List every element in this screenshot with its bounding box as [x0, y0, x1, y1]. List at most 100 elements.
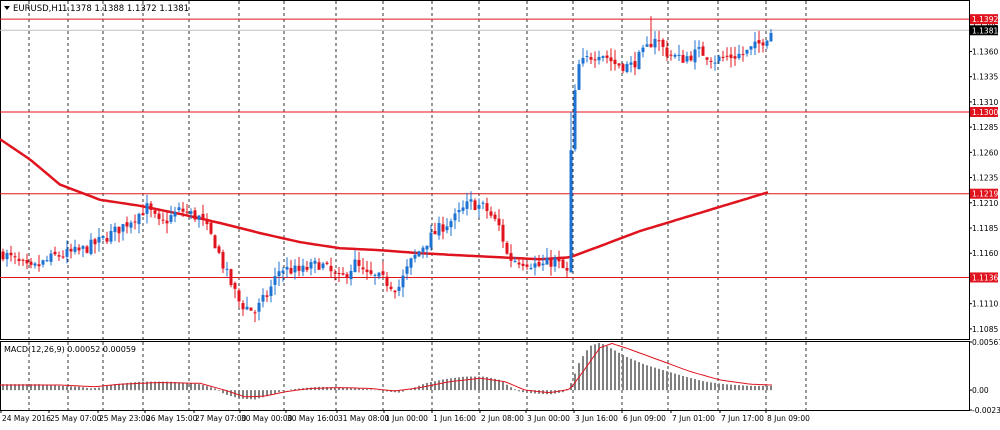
- candle-body: [405, 266, 409, 274]
- candle-body: [209, 222, 213, 234]
- candle-body: [609, 57, 613, 62]
- candle-body: [625, 63, 629, 73]
- candle-body: [33, 263, 37, 266]
- candle-body: [677, 54, 681, 56]
- candle-body: [257, 302, 261, 312]
- candle-body: [277, 271, 281, 277]
- candle-body: [441, 224, 445, 232]
- candle-body: [585, 56, 589, 58]
- candle-body: [17, 258, 21, 262]
- price-panel[interactable]: 1.10851.11101.11351.11601.11851.12101.12…: [0, 0, 998, 340]
- candle-body: [325, 262, 329, 264]
- candle-body: [133, 221, 137, 223]
- candle-body: [517, 262, 521, 265]
- candle-body: [425, 245, 429, 250]
- macd-panel[interactable]: 0.00567 0.00 -0.00234 MACD(12,26,9) 0.0005…: [0, 338, 1000, 415]
- candle-body: [681, 54, 685, 63]
- candle-body: [629, 62, 633, 65]
- candle-body: [193, 210, 197, 220]
- triangle-down-icon[interactable]: [4, 6, 10, 10]
- candle-body: [505, 242, 509, 254]
- candle-body: [557, 258, 561, 262]
- candle-body: [761, 42, 765, 46]
- candle-body: [469, 199, 473, 202]
- price-tick-label: 1.1085: [972, 325, 998, 334]
- price-tag-label: 1.1300: [972, 108, 998, 117]
- candle-body: [589, 57, 593, 60]
- candle-body: [385, 276, 389, 287]
- time-tick-label: 31 May 08:00: [338, 414, 390, 423]
- candle-body: [125, 222, 129, 227]
- candle-body: [113, 226, 117, 233]
- candle-body: [769, 32, 773, 42]
- candle-body: [393, 290, 397, 293]
- candle-body: [737, 53, 741, 59]
- price-tag-box: [970, 14, 998, 25]
- price-tag-label: 1.1136: [972, 273, 998, 282]
- candle-body: [97, 236, 101, 243]
- macd-axis[interactable]: 0.00567 0.00 -0.00234: [969, 338, 1000, 415]
- candle-body: [221, 252, 225, 269]
- candle-body: [41, 260, 45, 265]
- candle-body: [341, 273, 345, 275]
- candle-body: [293, 265, 297, 273]
- candle-body: [241, 303, 245, 310]
- candle-body: [717, 56, 721, 62]
- candle-body: [173, 211, 177, 217]
- candle-body: [237, 290, 241, 302]
- price-tick-label: 1.1235: [972, 174, 998, 183]
- price-tick-label: 1.1310: [972, 98, 998, 107]
- horizontal-lines[interactable]: [0, 18, 969, 278]
- time-tick-label: 3 Jun 00:00: [527, 414, 570, 423]
- price-tick-label: 1.1185: [972, 224, 998, 233]
- candle-body: [529, 267, 533, 269]
- candle-body: [753, 41, 757, 49]
- candle-body: [605, 55, 609, 58]
- candle-body: [301, 265, 305, 272]
- candlesticks: [1, 16, 773, 323]
- candle-body: [77, 247, 81, 251]
- candle-body: [413, 254, 417, 259]
- candle-body: [333, 272, 337, 274]
- time-tick-label: 26 May 15:00: [146, 414, 198, 423]
- time-tick-label: 6 Jun 09:00: [623, 414, 666, 423]
- candle-body: [417, 251, 421, 257]
- macd-tick-label: 0.00567: [972, 338, 1000, 347]
- candle-body: [177, 207, 181, 211]
- candle-body: [633, 61, 637, 68]
- candle-body: [233, 283, 237, 289]
- time-tick-label: 1 Jun 16:00: [433, 414, 476, 423]
- candle-body: [733, 56, 737, 59]
- candle-body: [709, 60, 713, 62]
- candle-body: [521, 263, 525, 266]
- candle-body: [389, 286, 393, 289]
- candle-body: [461, 207, 465, 211]
- candle-body: [205, 220, 209, 225]
- candle-body: [117, 226, 121, 234]
- candle-body: [705, 57, 709, 60]
- candle-body: [197, 215, 201, 220]
- candle-body: [93, 239, 97, 245]
- chart-header: EURUSD,H1 1.1378 1.1388 1.1372 1.1381: [4, 4, 189, 14]
- candle-body: [649, 43, 653, 48]
- time-tick-label: 30 May 16:00: [287, 414, 339, 423]
- candle-body: [353, 259, 357, 272]
- macd-tick-label: -0.00234: [972, 406, 1000, 415]
- candle-body: [281, 270, 285, 273]
- candle-body: [453, 213, 457, 221]
- candle-body: [689, 55, 693, 61]
- candle-body: [697, 47, 701, 49]
- candle-body: [497, 218, 501, 226]
- candle-body: [213, 235, 217, 249]
- candle-body: [29, 261, 33, 265]
- candle-body: [621, 64, 625, 71]
- candle-body: [201, 213, 205, 220]
- candle-body: [285, 266, 289, 270]
- candle-body: [645, 44, 649, 47]
- time-tick-label: 25 May 23:00: [99, 414, 151, 423]
- price-tags: 1.1392 1.1300 1.1219 1.1136 1.1381: [970, 14, 998, 283]
